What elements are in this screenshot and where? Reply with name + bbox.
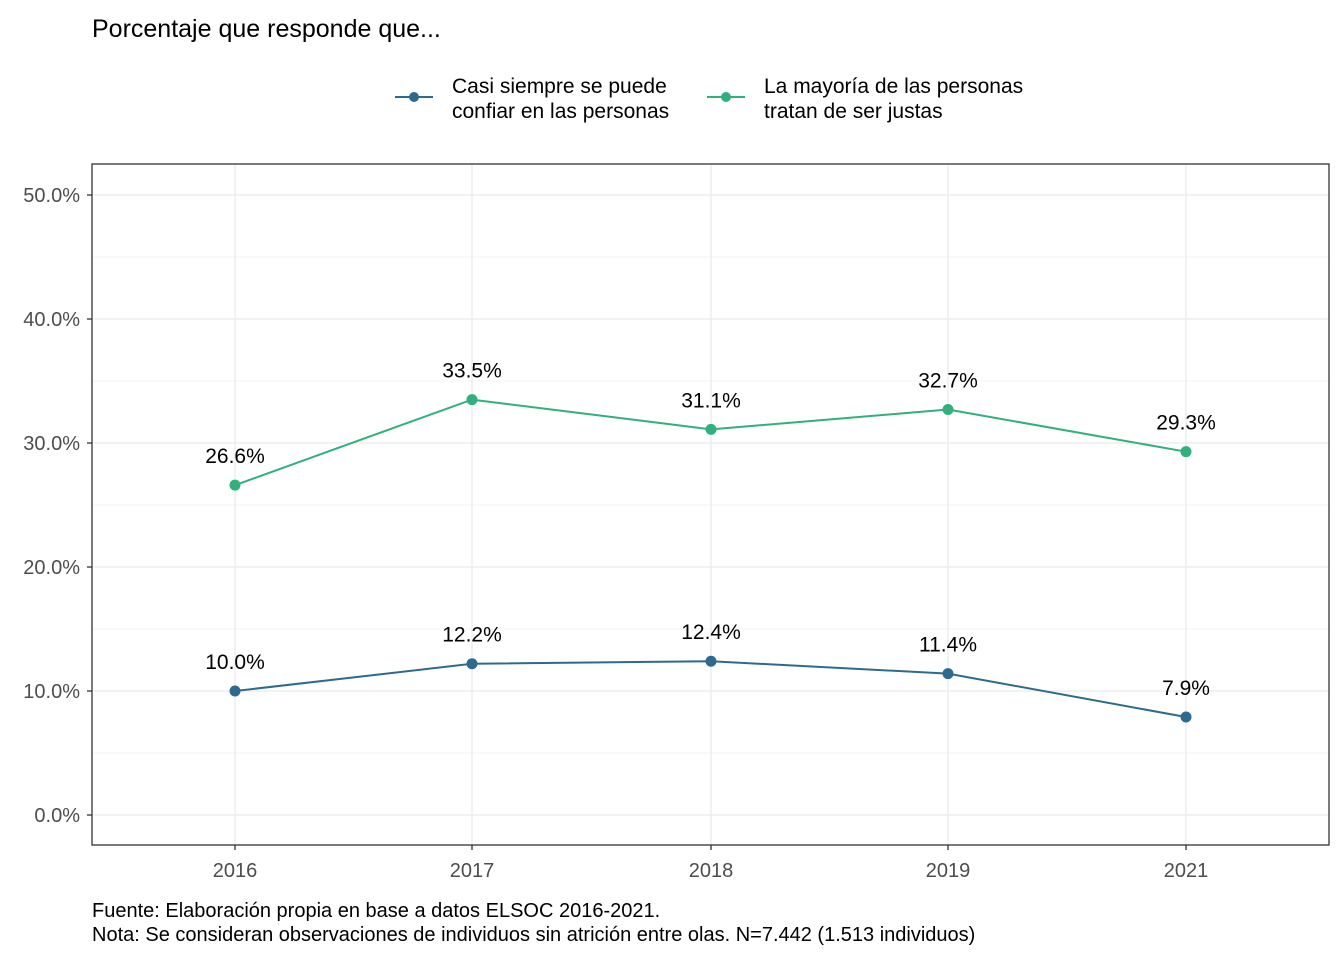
x-tick-label: 2019 [926, 860, 971, 882]
y-tick-label: 40.0% [23, 309, 80, 331]
legend-label-series-1-line-1: Casi siempre se puede [452, 75, 667, 98]
caption-source: Fuente: Elaboración propia en base a dat… [92, 900, 660, 922]
legend-key-point-series-1 [409, 92, 419, 102]
data-label-series-2: 33.5% [442, 360, 502, 383]
legend-item-series-1: Casi siempre se puede confiar en las per… [395, 75, 669, 123]
data-label-series-1: 11.4% [919, 634, 977, 657]
data-point-series-2 [229, 479, 241, 491]
data-label-series-1: 12.2% [442, 624, 502, 647]
series-layer: 10.0% 12.2% 12.4% 11.4% 7.9% 26.6% 33.5% 31.1% 3… [205, 360, 1216, 723]
data-label-series-2: 29.3% [1156, 412, 1216, 435]
major-gridlines [92, 164, 1329, 845]
x-tick-label: 2021 [1164, 860, 1209, 882]
y-tick-label: 10.0% [23, 681, 80, 703]
legend-label-series-1-line-2: confiar en las personas [452, 100, 669, 123]
legend: Casi siempre se puede confiar en las per… [395, 75, 1023, 123]
data-label-series-2: 26.6% [205, 445, 265, 468]
data-point-series-1 [1180, 711, 1192, 723]
data-label-series-2: 31.1% [681, 389, 741, 412]
chart-title: Porcentaje que responde que... [92, 15, 441, 43]
axes: 0.0% 10.0% 20.0% 30.0% 40.0% 50.0% 2016 2017 201… [23, 185, 1208, 882]
data-point-series-2 [942, 404, 954, 416]
legend-key-point-series-2 [721, 92, 731, 102]
data-point-series-1 [466, 658, 478, 670]
x-tick-label: 2016 [213, 860, 258, 882]
y-tick-label: 50.0% [23, 185, 80, 207]
data-point-series-2 [705, 423, 717, 435]
legend-label-series-2-line-1: La mayoría de las personas [764, 75, 1023, 98]
legend-item-series-2: La mayoría de las personas tratan de ser… [707, 75, 1023, 123]
data-point-series-2 [466, 394, 478, 406]
y-tick-label: 20.0% [23, 557, 80, 579]
data-label-series-1: 10.0% [205, 651, 265, 674]
data-point-series-1 [705, 655, 717, 667]
legend-label-series-2-line-2: tratan de ser justas [764, 100, 943, 123]
x-tick-label: 2018 [689, 860, 734, 882]
y-tick-label: 30.0% [23, 433, 80, 455]
data-point-series-1 [229, 685, 241, 697]
data-label-series-2: 32.7% [918, 370, 978, 393]
data-point-series-1 [942, 668, 954, 680]
x-tick-label: 2017 [450, 860, 495, 882]
caption-note: Nota: Se consideran observaciones de ind… [92, 924, 975, 946]
data-label-series-1: 7.9% [1162, 677, 1210, 700]
y-tick-label: 0.0% [34, 805, 80, 827]
data-label-series-1: 12.4% [681, 621, 741, 644]
data-point-series-2 [1180, 446, 1192, 458]
